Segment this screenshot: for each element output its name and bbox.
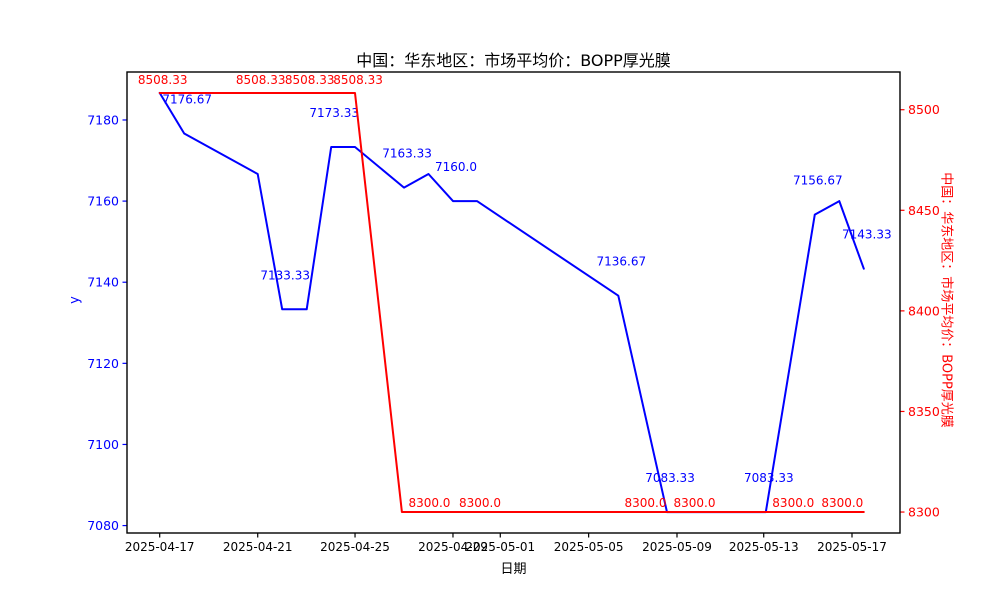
y-tick-right-label: 8500 <box>908 102 940 117</box>
annotation-red-value: 8300.0 <box>821 496 863 510</box>
x-tick-label: 2025-05-09 <box>642 540 712 554</box>
annotation-blue-value: 7143.33 <box>842 228 892 242</box>
annotation-red-value: 8508.33 <box>138 73 188 87</box>
plot-background <box>127 72 900 533</box>
y-tick-left-label: 7080 <box>87 518 119 533</box>
annotation-red-value: 8508.33 <box>333 73 383 87</box>
annotation-red-value: 8300.0 <box>625 496 667 510</box>
x-tick-label: 2025-05-05 <box>554 540 624 554</box>
y-tick-right-label: 8450 <box>908 203 940 218</box>
x-tick-label: 2025-05-13 <box>729 540 799 554</box>
y-tick-left-label: 7120 <box>87 356 119 371</box>
annotation-red-value: 8508.33 <box>285 73 335 87</box>
annotation-blue-value: 7083.33 <box>645 471 695 485</box>
plot-border <box>126 71 901 534</box>
x-axis-label: 日期 <box>500 562 527 577</box>
annotation-blue-value: 7163.33 <box>382 147 432 161</box>
y-tick-left-label: 7160 <box>87 194 119 209</box>
x-tick-label: 2025-04-25 <box>320 540 390 554</box>
red-series-line <box>158 92 865 513</box>
y-axis-label-left: y <box>67 296 83 304</box>
y-tick-right-label: 8350 <box>908 404 940 419</box>
annotation-blue-value: 7156.67 <box>793 174 843 188</box>
x-tick-label: 2025-04-21 <box>223 540 293 554</box>
annotation-red-value: 8300.0 <box>674 496 716 510</box>
annotation-blue-value: 7173.33 <box>309 106 359 120</box>
y-axis-label-right: 中国：华东地区：市场平均价：BOPP厚光膜 <box>938 172 954 428</box>
annotation-blue-value: 7133.33 <box>260 268 310 282</box>
y-tick-left-label: 7180 <box>87 112 119 127</box>
annotation-red-value: 8508.33 <box>236 73 286 87</box>
y-tick-right-label: 8400 <box>908 303 940 318</box>
x-tick-label: 2025-04-29 <box>418 540 488 554</box>
annotation-blue-value: 7176.67 <box>162 92 212 106</box>
x-tick-label: 2025-05-01 <box>465 540 535 554</box>
x-tick-label: 2025-05-17 <box>817 540 887 554</box>
annotation-blue-value: 7083.33 <box>744 471 794 485</box>
y-tick-left-label: 7100 <box>87 437 119 452</box>
annotation-red-value: 8300.0 <box>772 496 814 510</box>
annotation-blue-value: 7160.0 <box>435 160 477 174</box>
blue-series-line <box>158 91 865 514</box>
y-tick-right-label: 8300 <box>908 505 940 520</box>
annotation-red-value: 8300.0 <box>408 496 450 510</box>
annotation-red-value: 8300.0 <box>459 496 501 510</box>
x-tick-label: 2025-04-17 <box>125 540 195 554</box>
y-tick-left-label: 7140 <box>87 275 119 290</box>
annotation-blue-value: 7136.67 <box>597 255 647 269</box>
chart-title: 中国：华东地区：市场平均价：BOPP厚光膜 <box>356 51 671 70</box>
